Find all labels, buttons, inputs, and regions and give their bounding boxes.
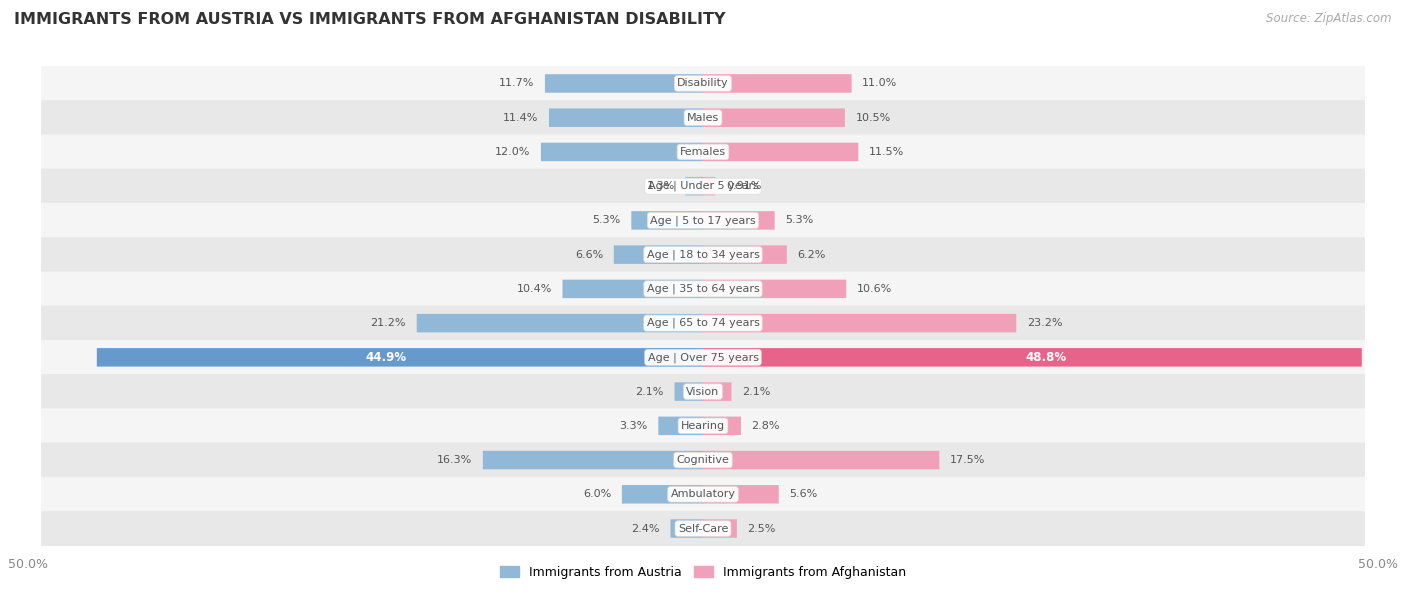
- Text: Ambulatory: Ambulatory: [671, 490, 735, 499]
- Text: 10.5%: 10.5%: [855, 113, 891, 122]
- Text: 16.3%: 16.3%: [437, 455, 472, 465]
- FancyBboxPatch shape: [41, 442, 1365, 477]
- Text: 23.2%: 23.2%: [1026, 318, 1063, 328]
- FancyBboxPatch shape: [482, 451, 703, 469]
- FancyBboxPatch shape: [658, 417, 703, 435]
- Text: Age | 65 to 74 years: Age | 65 to 74 years: [647, 318, 759, 329]
- FancyBboxPatch shape: [541, 143, 703, 161]
- FancyBboxPatch shape: [41, 66, 1365, 101]
- Text: 3.3%: 3.3%: [620, 421, 648, 431]
- Text: Age | Under 5 years: Age | Under 5 years: [648, 181, 758, 192]
- Text: Males: Males: [688, 113, 718, 122]
- FancyBboxPatch shape: [41, 477, 1365, 512]
- FancyBboxPatch shape: [41, 169, 1365, 204]
- FancyBboxPatch shape: [614, 245, 703, 264]
- Text: Cognitive: Cognitive: [676, 455, 730, 465]
- Text: 6.6%: 6.6%: [575, 250, 603, 259]
- FancyBboxPatch shape: [41, 340, 1365, 375]
- FancyBboxPatch shape: [703, 314, 1017, 332]
- FancyBboxPatch shape: [546, 74, 703, 92]
- Text: 0.91%: 0.91%: [725, 181, 762, 191]
- Legend: Immigrants from Austria, Immigrants from Afghanistan: Immigrants from Austria, Immigrants from…: [495, 561, 911, 584]
- FancyBboxPatch shape: [416, 314, 703, 332]
- Text: Disability: Disability: [678, 78, 728, 89]
- Text: 1.3%: 1.3%: [647, 181, 675, 191]
- Text: Vision: Vision: [686, 387, 720, 397]
- FancyBboxPatch shape: [97, 348, 703, 367]
- Text: Self-Care: Self-Care: [678, 523, 728, 534]
- Text: 2.5%: 2.5%: [748, 523, 776, 534]
- FancyBboxPatch shape: [41, 374, 1365, 409]
- Text: 10.4%: 10.4%: [516, 284, 551, 294]
- FancyBboxPatch shape: [703, 382, 731, 401]
- Text: 17.5%: 17.5%: [950, 455, 986, 465]
- FancyBboxPatch shape: [675, 382, 703, 401]
- Text: 44.9%: 44.9%: [366, 351, 408, 364]
- FancyBboxPatch shape: [703, 280, 846, 298]
- FancyBboxPatch shape: [703, 143, 858, 161]
- Text: 6.2%: 6.2%: [797, 250, 825, 259]
- Text: 2.8%: 2.8%: [752, 421, 780, 431]
- FancyBboxPatch shape: [562, 280, 703, 298]
- Text: IMMIGRANTS FROM AUSTRIA VS IMMIGRANTS FROM AFGHANISTAN DISABILITY: IMMIGRANTS FROM AUSTRIA VS IMMIGRANTS FR…: [14, 12, 725, 28]
- FancyBboxPatch shape: [703, 520, 737, 538]
- Text: 11.5%: 11.5%: [869, 147, 904, 157]
- FancyBboxPatch shape: [41, 203, 1365, 238]
- FancyBboxPatch shape: [41, 408, 1365, 443]
- FancyBboxPatch shape: [41, 135, 1365, 170]
- FancyBboxPatch shape: [548, 108, 703, 127]
- FancyBboxPatch shape: [703, 451, 939, 469]
- Text: 6.0%: 6.0%: [583, 490, 612, 499]
- FancyBboxPatch shape: [41, 100, 1365, 135]
- FancyBboxPatch shape: [671, 520, 703, 538]
- Text: 10.6%: 10.6%: [856, 284, 893, 294]
- FancyBboxPatch shape: [703, 108, 845, 127]
- Text: 2.1%: 2.1%: [742, 387, 770, 397]
- Text: 5.3%: 5.3%: [592, 215, 620, 225]
- Text: 48.8%: 48.8%: [1025, 351, 1066, 364]
- Text: 2.4%: 2.4%: [631, 523, 659, 534]
- FancyBboxPatch shape: [703, 348, 1362, 367]
- FancyBboxPatch shape: [703, 245, 787, 264]
- FancyBboxPatch shape: [703, 417, 741, 435]
- Text: 5.3%: 5.3%: [786, 215, 814, 225]
- FancyBboxPatch shape: [41, 511, 1365, 546]
- FancyBboxPatch shape: [631, 211, 703, 230]
- FancyBboxPatch shape: [41, 271, 1365, 307]
- FancyBboxPatch shape: [703, 485, 779, 504]
- Text: 12.0%: 12.0%: [495, 147, 530, 157]
- FancyBboxPatch shape: [685, 177, 703, 195]
- Text: Source: ZipAtlas.com: Source: ZipAtlas.com: [1267, 12, 1392, 25]
- Text: 11.0%: 11.0%: [862, 78, 897, 89]
- Text: Age | Over 75 years: Age | Over 75 years: [648, 352, 758, 362]
- Text: 2.1%: 2.1%: [636, 387, 664, 397]
- Text: Age | 18 to 34 years: Age | 18 to 34 years: [647, 250, 759, 260]
- Text: Females: Females: [681, 147, 725, 157]
- Text: Age | 5 to 17 years: Age | 5 to 17 years: [650, 215, 756, 226]
- FancyBboxPatch shape: [41, 305, 1365, 341]
- Text: Hearing: Hearing: [681, 421, 725, 431]
- Text: 11.4%: 11.4%: [503, 113, 538, 122]
- Text: 5.6%: 5.6%: [789, 490, 818, 499]
- FancyBboxPatch shape: [41, 237, 1365, 272]
- Text: Age | 35 to 64 years: Age | 35 to 64 years: [647, 283, 759, 294]
- FancyBboxPatch shape: [703, 74, 852, 92]
- FancyBboxPatch shape: [621, 485, 703, 504]
- Text: 11.7%: 11.7%: [499, 78, 534, 89]
- FancyBboxPatch shape: [703, 211, 775, 230]
- FancyBboxPatch shape: [703, 177, 716, 195]
- Text: 21.2%: 21.2%: [371, 318, 406, 328]
